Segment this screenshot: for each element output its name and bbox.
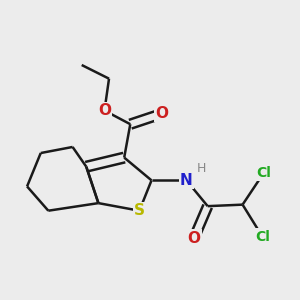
Text: O: O [156,106,169,121]
Text: H: H [196,162,206,175]
Text: O: O [98,103,111,118]
Text: Cl: Cl [256,166,271,180]
Text: Cl: Cl [255,230,270,244]
Text: N: N [180,173,193,188]
Text: S: S [134,203,145,218]
Text: O: O [188,230,200,245]
